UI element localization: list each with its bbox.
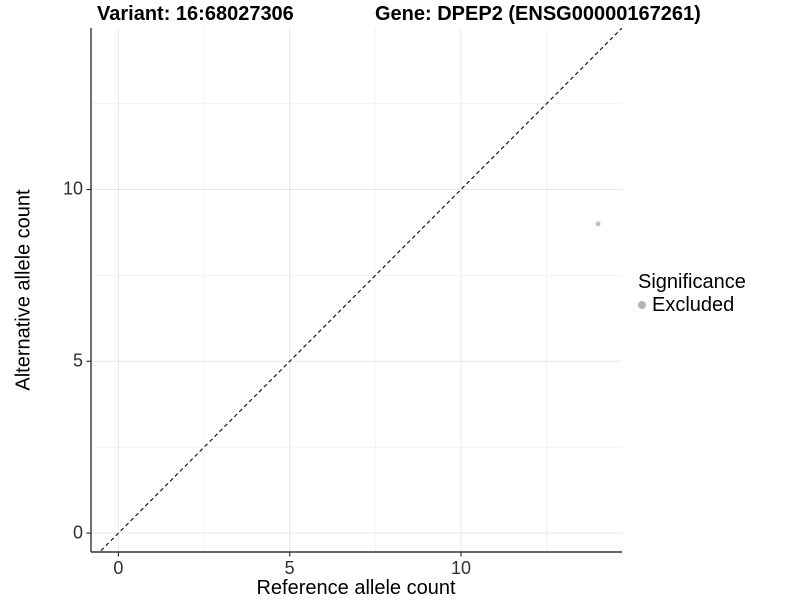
x-tick-label: 0 <box>113 558 124 578</box>
series-excluded <box>595 221 601 227</box>
y-tick-label: 5 <box>72 350 83 371</box>
y-tick-label: 0 <box>72 522 83 543</box>
legend: Significance Excluded <box>638 271 746 316</box>
x-axis-title: Reference allele count <box>256 577 456 599</box>
grid-minor <box>91 28 622 552</box>
legend-item: Excluded <box>638 294 746 316</box>
x-tick-label: 5 <box>284 558 295 578</box>
variant-title: Variant: 16:68027306 <box>97 3 294 25</box>
legend-key-dot-icon <box>638 301 646 309</box>
legend-item-label: Excluded <box>652 294 735 316</box>
x-tick-label: 10 <box>450 558 471 578</box>
y-tick-label: 10 <box>62 178 83 199</box>
tick-marks <box>86 188 462 557</box>
axis-lines <box>90 28 622 553</box>
grid-major <box>91 28 622 552</box>
y-axis-title: Alternative allele count <box>12 189 35 391</box>
legend-items: Excluded <box>638 294 746 316</box>
identity-reference-line <box>98 28 622 552</box>
legend-title: Significance <box>638 271 746 293</box>
data-point <box>595 221 601 227</box>
gene-title: Gene: DPEP2 (ENSG00000167261) <box>375 3 701 25</box>
